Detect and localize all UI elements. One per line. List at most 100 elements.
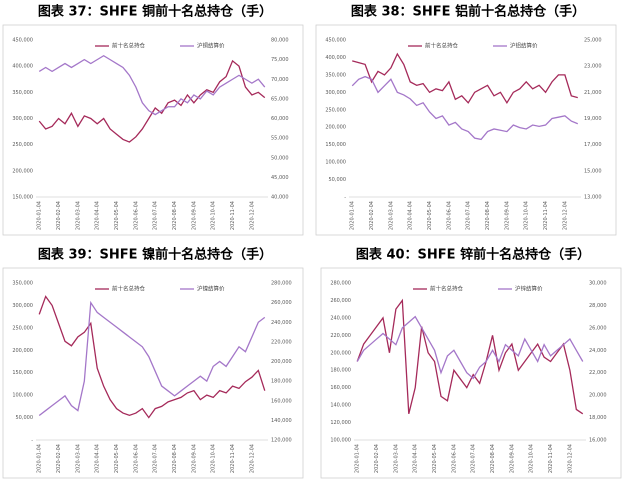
y2-tick-label: 17,000	[584, 142, 602, 148]
chart-panel: 图表 39：SHFE 镍前十名总持仓（手） - 50,000 100,000 150,0…	[2, 247, 304, 479]
data-line	[38, 300, 266, 416]
y-tick-label: 350,000	[325, 72, 346, 78]
y2-tick-label: 70,000	[271, 77, 289, 83]
y2-tick-label: 200,000	[271, 359, 292, 365]
x-tick-label: 2020-02-04	[369, 201, 375, 230]
y-tick-label: 50,000	[329, 177, 347, 183]
x-tick-label: 2020-07-04	[153, 201, 159, 230]
y-tick-label: 160,000	[330, 385, 351, 391]
y-tick-label: 450,000	[325, 38, 346, 44]
y-tick-label: 200,000	[325, 125, 346, 131]
chart-frame	[320, 267, 622, 479]
y-tick-label: 200,000	[12, 348, 33, 354]
x-tick-label: 2020-10-04	[524, 201, 530, 230]
y-tick-label: 450,000	[12, 38, 33, 44]
y-tick-label: 200,000	[12, 168, 33, 174]
chart-frame	[2, 24, 304, 236]
data-line	[356, 298, 584, 415]
y2-tick-label: 45,000	[271, 175, 289, 181]
legend-label: 前十名总持仓	[112, 42, 146, 50]
x-tick-label: 2020-08-04	[490, 444, 496, 473]
x-tick-label: 2020-05-04	[114, 444, 120, 473]
legend-label: 沪铝结算价	[510, 42, 538, 50]
y2-tick-label: 260,000	[271, 300, 292, 306]
x-tick-label: 2020-05-04	[432, 444, 438, 473]
chart-title: 图表 38：SHFE 铝前十名总持仓（手）	[351, 4, 585, 20]
y2-tick-label: 40,000	[271, 195, 289, 201]
y2-tick-label: 65,000	[271, 96, 289, 102]
y-tick-label: 120,000	[330, 420, 351, 426]
x-tick-label: 2020-12-04	[249, 444, 255, 473]
legend-label: 沪镍结算价	[197, 285, 225, 293]
x-tick-label: 2020-08-04	[172, 201, 178, 230]
y2-tick-label: 220,000	[271, 339, 292, 345]
y-tick-label: 240,000	[330, 315, 351, 321]
y2-tick-label: 160,000	[271, 398, 292, 404]
y-tick-label: 400,000	[325, 55, 346, 61]
x-tick-label: 2020-03-04	[388, 201, 394, 230]
data-line	[352, 52, 578, 105]
y2-tick-label: 15,000	[584, 168, 602, 174]
chart-title: 图表 40：SHFE 锌前十名总持仓（手）	[356, 247, 590, 263]
y2-tick-label: 28,000	[589, 303, 607, 309]
y-tick-label: 100,000	[325, 160, 346, 166]
x-tick-label: 2020-10-04	[211, 201, 217, 230]
y-tick-label: 250,000	[12, 325, 33, 331]
y-tick-label: 280,000	[330, 281, 351, 287]
x-tick-label: 2020-07-04	[471, 444, 477, 473]
chart-title: 图表 37：SHFE 铜前十名总持仓（手）	[38, 4, 272, 20]
x-tick-label: 2020-09-04	[509, 444, 515, 473]
chart-frame	[315, 24, 617, 236]
x-tick-label: 2020-04-04	[408, 201, 414, 230]
y-tick-label: -	[31, 438, 33, 444]
x-tick-label: 2020-09-04	[191, 201, 197, 230]
x-tick-label: 2020-06-04	[446, 201, 452, 230]
data-line	[38, 54, 266, 116]
legend-label: 沪铜结算价	[197, 42, 225, 50]
x-tick-label: 2020-12-04	[249, 201, 255, 230]
x-tick-label: 2020-01-04	[350, 201, 356, 230]
y-tick-label: 140,000	[330, 403, 351, 409]
y-tick-label: 350,000	[12, 90, 33, 96]
y-tick-label: 300,000	[12, 303, 33, 309]
x-tick-label: 2020-02-04	[56, 444, 62, 473]
x-tick-label: 2020-12-04	[567, 444, 573, 473]
x-tick-label: 2020-02-04	[374, 444, 380, 473]
x-tick-label: 2020-04-04	[95, 201, 101, 230]
y-tick-label: 150,000	[325, 142, 346, 148]
y2-tick-label: 280,000	[271, 281, 292, 287]
chart-panel: 图表 37：SHFE 铜前十名总持仓（手） 150,000 200,000 250,0…	[2, 4, 304, 236]
y2-tick-label: 25,000	[584, 38, 602, 44]
y2-tick-label: 140,000	[271, 418, 292, 424]
y-tick-label: 250,000	[12, 142, 33, 148]
y2-tick-label: 22,000	[589, 370, 607, 376]
x-tick-label: 2020-08-04	[172, 444, 178, 473]
y-tick-label: 220,000	[330, 333, 351, 339]
chart-title: 图表 39：SHFE 镍前十名总持仓（手）	[38, 247, 272, 263]
y2-tick-label: 19,000	[584, 116, 602, 122]
y-tick-label: 400,000	[12, 64, 33, 70]
x-tick-label: 2020-11-04	[230, 201, 236, 230]
y2-tick-label: 30,000	[589, 281, 607, 287]
y2-tick-label: 120,000	[271, 438, 292, 444]
y-tick-label: 150,000	[12, 195, 33, 201]
x-tick-label: 2020-05-04	[114, 201, 120, 230]
y2-tick-label: 16,000	[589, 438, 607, 444]
y2-tick-label: 21,000	[584, 90, 602, 96]
x-tick-label: 2020-07-04	[153, 444, 159, 473]
x-tick-label: 2020-01-04	[355, 444, 361, 473]
y2-tick-label: 50,000	[271, 155, 289, 161]
y2-tick-label: 55,000	[271, 136, 289, 142]
x-tick-label: 2020-01-04	[37, 444, 43, 473]
x-tick-label: 2020-06-04	[133, 444, 139, 473]
x-tick-label: 2020-10-04	[211, 444, 217, 473]
x-tick-label: 2020-02-04	[56, 201, 62, 230]
y-tick-label: -	[344, 195, 346, 201]
y2-tick-label: 18,000	[589, 415, 607, 421]
x-tick-label: 2020-12-04	[562, 201, 568, 230]
chart-frame	[2, 267, 304, 479]
legend-label: 沪锌结算价	[515, 285, 543, 293]
x-tick-label: 2020-04-04	[95, 444, 101, 473]
y-tick-label: 250,000	[325, 107, 346, 113]
